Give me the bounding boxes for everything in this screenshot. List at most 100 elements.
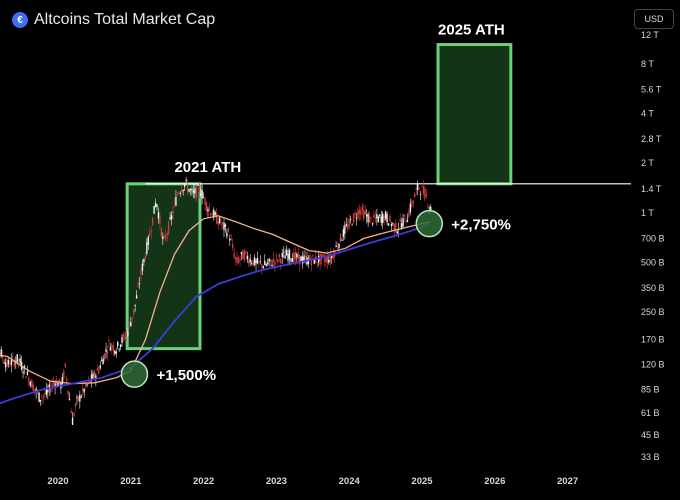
- candle-body: [245, 250, 247, 254]
- candle-body: [252, 260, 254, 266]
- candle-body: [281, 253, 283, 258]
- candle-body: [296, 253, 298, 258]
- candle-body: [92, 373, 94, 379]
- candle-body: [210, 213, 212, 216]
- x-tick-label: 2024: [339, 476, 361, 487]
- candle-body: [93, 371, 96, 378]
- candle-body: [275, 255, 278, 257]
- candle-body: [264, 260, 266, 266]
- candle-body: [280, 259, 282, 264]
- candle-body: [115, 351, 117, 354]
- candle-body: [22, 371, 24, 374]
- y-tick-label: 5.6 T: [641, 85, 662, 95]
- y-tick-label: 120 B: [641, 360, 665, 370]
- candle-body: [304, 256, 307, 257]
- candle-body: [125, 333, 128, 336]
- y-tick-label: 1 T: [641, 208, 654, 218]
- candle-body: [232, 243, 234, 248]
- candle-body: [189, 189, 192, 191]
- candle-body: [291, 258, 294, 263]
- candle-body: [58, 378, 61, 384]
- candle-body: [74, 404, 77, 407]
- candle-body: [415, 188, 417, 191]
- candle-body: [116, 341, 119, 347]
- candle-body: [205, 202, 208, 211]
- y-tick-label: 1.4 T: [641, 184, 662, 194]
- candle-body: [143, 259, 145, 263]
- candle-body: [339, 233, 342, 242]
- candle-body: [35, 388, 37, 392]
- candle-body: [51, 383, 53, 387]
- candle-body: [425, 194, 428, 197]
- candle-body: [119, 344, 122, 348]
- candle-body: [213, 209, 215, 218]
- candle-body: [3, 362, 5, 364]
- candle-body: [82, 387, 84, 392]
- candle-body: [271, 264, 273, 267]
- coin-logo-icon: €: [12, 12, 28, 28]
- candle-body: [258, 261, 260, 263]
- candle-body: [89, 380, 91, 383]
- candle-body: [163, 236, 165, 237]
- x-tick-label: 2022: [193, 476, 214, 487]
- candle-body: [249, 258, 251, 263]
- candle-body: [268, 258, 270, 262]
- candle-body: [354, 213, 356, 215]
- candle-body: [79, 394, 81, 402]
- candle-body: [41, 397, 43, 399]
- candle-body: [44, 393, 46, 396]
- currency-button[interactable]: USD: [634, 9, 674, 29]
- candle-body: [108, 340, 110, 342]
- candle-body: [77, 396, 80, 401]
- candle-body: [133, 309, 135, 314]
- candle-body: [70, 410, 72, 414]
- candle-body: [67, 390, 69, 395]
- candle-body: [141, 263, 144, 271]
- candle-body: [135, 295, 138, 299]
- candle-body: [386, 214, 388, 223]
- candle-body: [6, 359, 8, 367]
- candle-body: [374, 217, 377, 219]
- ma-orange-line: [0, 215, 431, 385]
- candle-body: [430, 206, 432, 211]
- candle-body: [29, 382, 32, 386]
- candle-body: [376, 214, 378, 219]
- candle-body: [95, 375, 97, 380]
- candle-body: [166, 233, 168, 235]
- candle-body: [169, 217, 171, 220]
- candle-body: [45, 388, 48, 395]
- candle-body: [28, 377, 30, 383]
- candle-body: [226, 232, 228, 237]
- candle-body: [341, 239, 343, 241]
- candle-body: [234, 257, 237, 260]
- candle-body: [313, 258, 315, 264]
- candle-body: [192, 190, 195, 193]
- candle-body: [154, 202, 157, 207]
- candle-body: [42, 395, 45, 397]
- y-tick-label: 500 B: [641, 257, 665, 267]
- candle-body: [102, 358, 104, 365]
- candle-body: [182, 190, 184, 192]
- candle-body: [191, 188, 193, 191]
- candle-body: [34, 388, 36, 390]
- candle-body: [48, 384, 50, 390]
- x-tick-label: 2026: [484, 476, 505, 487]
- candle-body: [195, 186, 198, 198]
- candle-body: [127, 331, 129, 336]
- candle-body: [224, 224, 227, 228]
- x-tick-label: 2027: [557, 476, 578, 487]
- candle-body: [344, 225, 346, 234]
- candle-body: [160, 228, 163, 237]
- candle-body: [186, 185, 189, 192]
- candle-body: [50, 388, 52, 393]
- chart-title: Altcoins Total Market Cap: [34, 11, 216, 28]
- candle-body: [36, 391, 39, 393]
- candle-body: [405, 221, 407, 223]
- candle-body: [370, 217, 372, 218]
- candle-body: [167, 222, 170, 234]
- candle-body: [52, 382, 55, 384]
- candle-body: [310, 260, 313, 266]
- candle-body: [150, 231, 152, 233]
- candle-body: [387, 223, 390, 226]
